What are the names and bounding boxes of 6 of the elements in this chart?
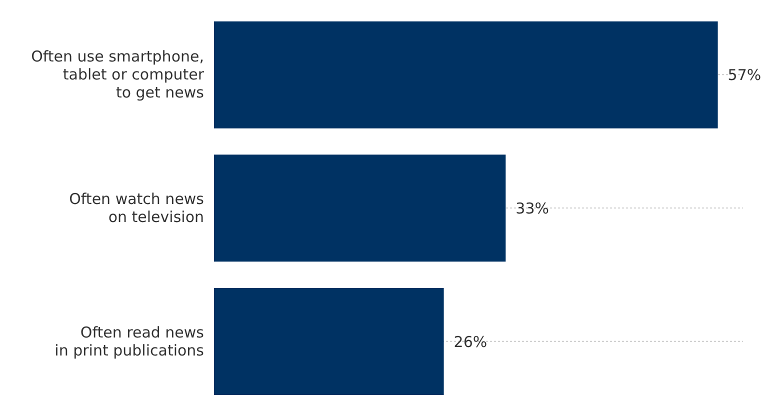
y-tick-label: Often use smartphone, tablet or computer to get news [31, 48, 205, 102]
y-tick-label: Often read news in print publications [54, 323, 204, 360]
data-label: 26% [454, 332, 488, 351]
data-label: 57% [728, 66, 762, 84]
data-label: 33% [516, 199, 550, 218]
y-tick-label: Often watch news on television [69, 190, 204, 226]
